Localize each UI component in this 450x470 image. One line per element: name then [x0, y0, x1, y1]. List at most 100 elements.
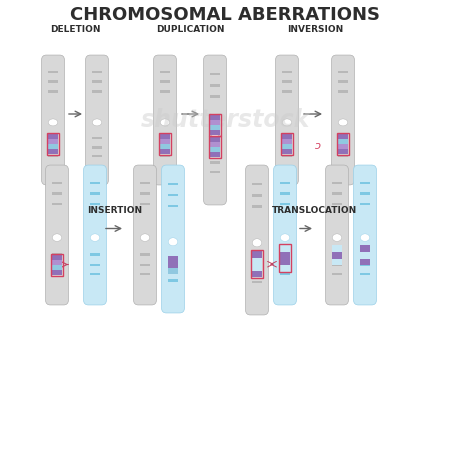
FancyBboxPatch shape — [203, 55, 226, 205]
Bar — [52, 273, 62, 275]
Bar — [210, 150, 220, 152]
Bar — [92, 70, 102, 73]
Ellipse shape — [252, 239, 262, 247]
Bar — [168, 258, 178, 261]
Bar — [252, 194, 262, 196]
Bar — [52, 264, 62, 266]
Text: TRANSLOCATION: TRANSLOCATION — [272, 206, 358, 215]
Bar — [168, 262, 178, 267]
Bar — [252, 271, 262, 277]
Text: CHROMOSOMAL ABERRATIONS: CHROMOSOMAL ABERRATIONS — [70, 6, 380, 24]
Bar — [90, 192, 100, 195]
Bar — [140, 273, 150, 275]
Bar — [332, 258, 342, 266]
Bar — [337, 133, 349, 156]
Bar — [48, 155, 58, 157]
Bar — [140, 203, 150, 205]
Bar — [140, 253, 150, 256]
Bar — [360, 203, 370, 205]
Bar — [252, 251, 262, 258]
Bar — [332, 273, 342, 275]
Bar — [160, 149, 170, 155]
Bar — [338, 134, 348, 140]
Ellipse shape — [92, 119, 102, 126]
Bar — [52, 192, 62, 195]
Bar — [280, 182, 290, 184]
Bar — [332, 245, 342, 252]
Bar — [48, 140, 58, 144]
FancyBboxPatch shape — [153, 55, 176, 185]
Bar — [52, 269, 62, 274]
Bar — [338, 140, 348, 144]
Bar — [332, 182, 342, 184]
Bar — [210, 161, 220, 164]
Bar — [48, 80, 58, 83]
Bar — [160, 144, 170, 149]
Bar — [280, 245, 290, 252]
Bar — [48, 137, 58, 139]
Bar — [210, 115, 220, 120]
Bar — [210, 171, 220, 173]
Bar — [47, 133, 59, 156]
FancyBboxPatch shape — [246, 165, 269, 315]
Bar — [282, 134, 292, 140]
Bar — [360, 264, 370, 266]
Bar — [282, 140, 292, 144]
Bar — [282, 155, 292, 157]
Bar — [252, 271, 262, 274]
Bar — [252, 205, 262, 208]
Bar — [92, 80, 102, 83]
Bar — [52, 259, 62, 265]
Ellipse shape — [160, 119, 170, 126]
Bar — [360, 258, 370, 266]
Bar — [332, 253, 342, 256]
Text: c: c — [314, 140, 320, 149]
Bar — [282, 80, 292, 83]
Bar — [90, 203, 100, 205]
Bar — [209, 114, 221, 136]
Bar — [252, 281, 262, 283]
Bar — [338, 146, 348, 149]
Bar — [168, 267, 178, 274]
Bar — [140, 192, 150, 195]
Bar — [210, 152, 220, 157]
Ellipse shape — [360, 234, 370, 242]
FancyBboxPatch shape — [86, 55, 108, 185]
Bar — [280, 203, 290, 205]
Bar — [360, 273, 370, 275]
Bar — [280, 265, 290, 271]
Bar — [160, 146, 170, 149]
Bar — [280, 192, 290, 195]
Bar — [90, 273, 100, 275]
Bar — [48, 70, 58, 73]
Bar — [160, 134, 170, 140]
Bar — [282, 146, 292, 149]
FancyBboxPatch shape — [45, 165, 68, 305]
Ellipse shape — [52, 234, 62, 242]
Bar — [90, 253, 100, 256]
Bar — [209, 136, 221, 158]
Bar — [168, 256, 178, 262]
FancyBboxPatch shape — [325, 165, 348, 305]
Bar — [281, 133, 293, 156]
Bar — [48, 134, 58, 140]
Ellipse shape — [168, 238, 178, 246]
Bar — [48, 149, 58, 155]
Bar — [252, 264, 262, 271]
Bar — [168, 204, 178, 207]
Bar — [280, 273, 290, 275]
FancyBboxPatch shape — [275, 55, 298, 185]
Bar — [168, 279, 178, 282]
Bar — [210, 120, 220, 125]
Bar — [210, 95, 220, 98]
Bar — [48, 90, 58, 93]
Ellipse shape — [338, 119, 348, 126]
Bar — [282, 149, 292, 155]
Bar — [338, 90, 348, 93]
Bar — [252, 258, 262, 264]
Bar — [210, 137, 220, 142]
Bar — [160, 140, 170, 144]
Bar — [360, 192, 370, 195]
Bar — [282, 144, 292, 149]
Bar — [160, 70, 170, 73]
